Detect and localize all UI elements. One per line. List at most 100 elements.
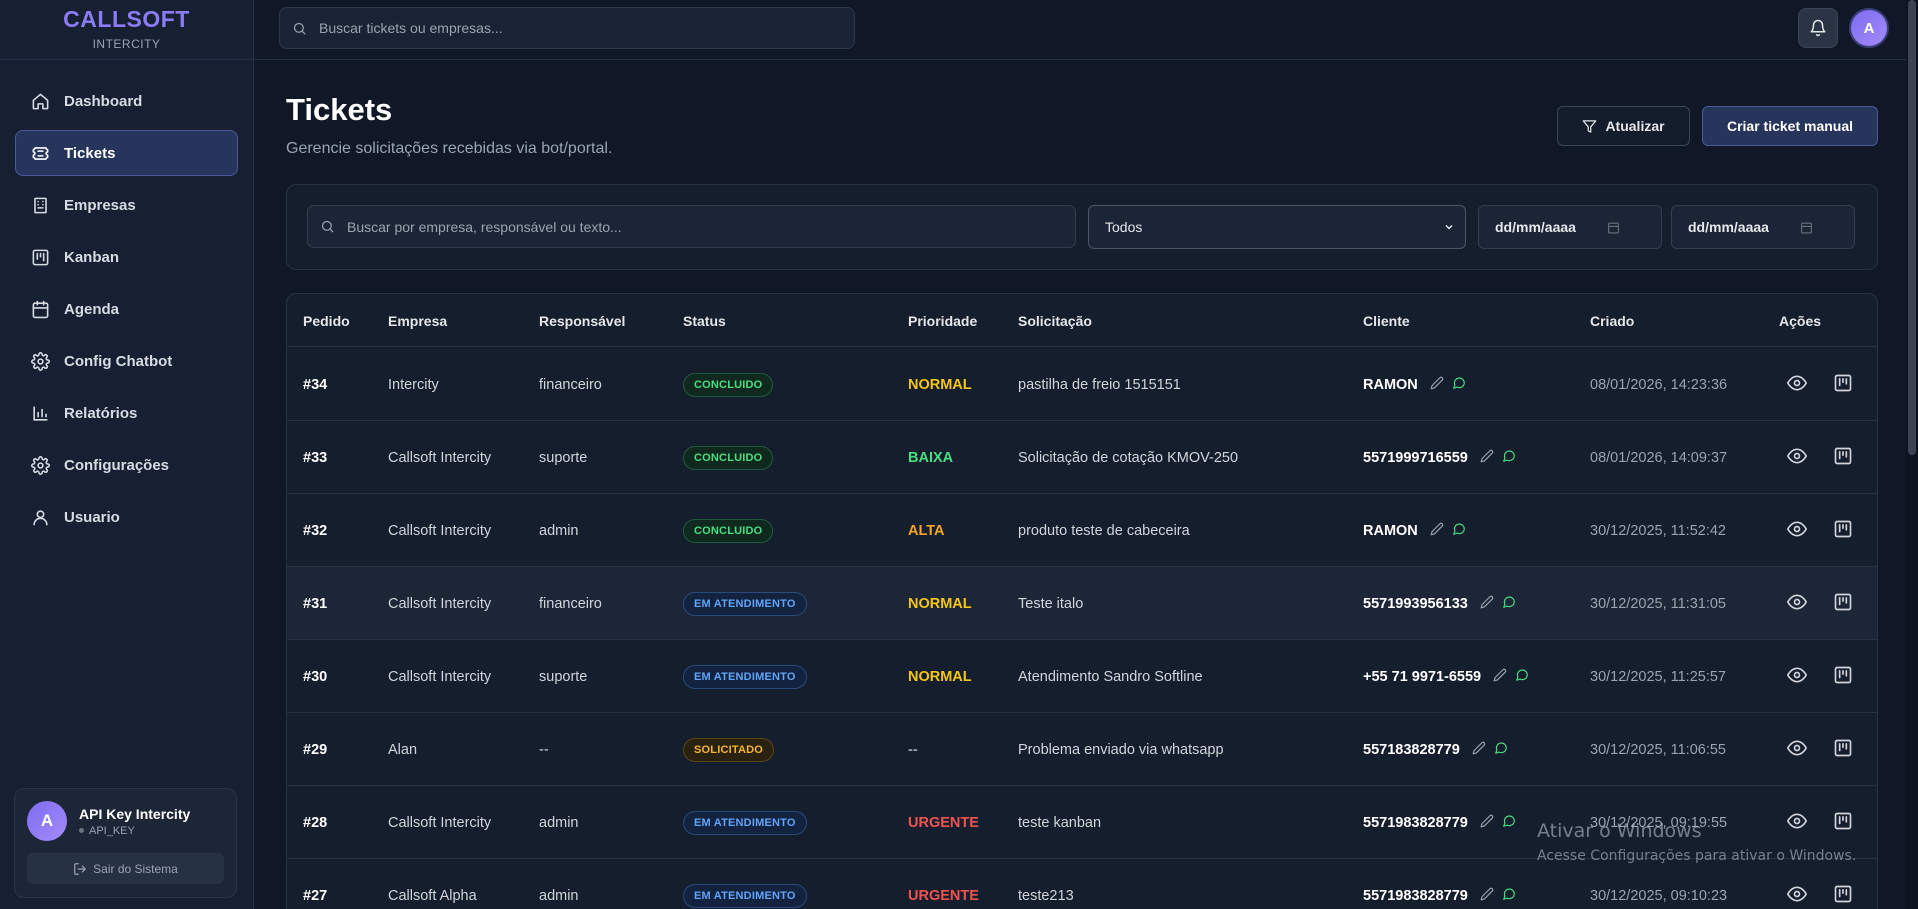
view-eye-icon[interactable] (1787, 884, 1807, 908)
edit-pencil-icon[interactable] (1468, 887, 1494, 905)
whatsapp-chat-icon[interactable] (1494, 449, 1516, 467)
company-cell: Callsoft Intercity (388, 449, 492, 466)
table-row[interactable]: #33 Callsoft Intercity suporte CONCLUIDO BAI… (287, 421, 1877, 494)
create-ticket-button[interactable]: Criar ticket manual (1702, 106, 1878, 146)
table-row[interactable]: #32 Callsoft Intercity admin CONCLUIDO ALTA p… (287, 494, 1877, 567)
sidebar-item-kanban[interactable]: Kanban (15, 234, 238, 280)
sidebar-item-tickets[interactable]: Tickets (15, 130, 238, 176)
search-icon (321, 220, 334, 233)
edit-pencil-icon[interactable] (1418, 522, 1444, 540)
refresh-button[interactable]: Atualizar (1557, 106, 1690, 146)
edit-pencil-icon[interactable] (1468, 595, 1494, 613)
kanban-board-icon[interactable] (1833, 592, 1853, 616)
ticket-id-wrap: #30 (303, 640, 327, 713)
ticket-id: #27 (303, 887, 328, 904)
actions-cell (1787, 494, 1853, 567)
table-row[interactable]: #30 Callsoft Intercity suporte EM ATENDIMEN… (287, 640, 1877, 713)
sidebar-item-label: Usuario (64, 508, 120, 526)
user-avatar[interactable]: A (1851, 10, 1887, 46)
whatsapp-chat-icon[interactable] (1494, 595, 1516, 613)
kanban-board-icon[interactable] (1833, 519, 1853, 543)
priority-label: NORMAL (908, 595, 972, 612)
view-eye-icon[interactable] (1787, 738, 1807, 762)
company-cell: Callsoft Intercity (388, 668, 492, 685)
date-from-input[interactable]: dd/mm/aaaa (1478, 205, 1662, 249)
calendar-icon[interactable] (1800, 221, 1813, 234)
priority-label: NORMAL (908, 376, 972, 393)
table-row[interactable]: #31 Callsoft Intercity financeiro EM ATENDI… (287, 567, 1877, 640)
calendar-icon[interactable] (1607, 221, 1620, 234)
status-cell: CONCLUIDO (683, 494, 774, 567)
view-eye-icon[interactable] (1787, 446, 1807, 470)
company-cell-wrap: Intercity (388, 348, 439, 421)
edit-pencil-icon[interactable] (1460, 741, 1486, 759)
whatsapp-chat-icon[interactable] (1444, 376, 1466, 394)
avatar[interactable]: A (27, 801, 67, 841)
sidebar-item-relat-rios[interactable]: Relatórios (15, 390, 238, 436)
sidebar-item-empresas[interactable]: Empresas (15, 182, 238, 228)
global-search-input[interactable] (319, 20, 839, 36)
kanban-board-icon[interactable] (1833, 665, 1853, 689)
priority-cell: NORMAL (908, 640, 972, 713)
user-role: API_KEY (89, 824, 135, 837)
gear-icon (30, 351, 50, 371)
column-header: Empresa (388, 313, 448, 329)
company-cell-wrap: Callsoft Intercity (388, 786, 491, 859)
kanban-board-icon[interactable] (1833, 884, 1853, 908)
view-eye-icon[interactable] (1787, 665, 1807, 689)
view-eye-icon[interactable] (1787, 373, 1807, 397)
ticket-id-wrap: #32 (303, 494, 327, 567)
view-eye-icon[interactable] (1787, 519, 1807, 543)
date-to-input[interactable]: dd/mm/aaaa (1671, 205, 1855, 249)
status-cell: EM ATENDIMENTO (683, 567, 807, 640)
whatsapp-chat-icon[interactable] (1486, 741, 1508, 759)
logout-icon (74, 862, 86, 875)
notifications-button[interactable] (1798, 8, 1838, 48)
edit-pencil-icon[interactable] (1418, 376, 1444, 394)
kanban-board-icon[interactable] (1833, 811, 1853, 835)
created-cell: 30/12/2025, 11:06:55 (1590, 713, 1726, 786)
table-row[interactable]: #27 Callsoft Alpha admin EM ATENDIMENTO URGE… (287, 859, 1877, 909)
view-eye-icon[interactable] (1787, 592, 1807, 616)
global-search[interactable] (279, 7, 855, 49)
created-date: 30/12/2025, 11:52:42 (1590, 522, 1726, 539)
ticket-search[interactable] (307, 205, 1076, 248)
whatsapp-chat-icon[interactable] (1444, 522, 1466, 540)
table-row[interactable]: #34 Intercity financeiro CONCLUIDO NORMAL pas… (287, 348, 1877, 421)
kanban-board-icon[interactable] (1833, 738, 1853, 762)
status-cell: CONCLUIDO (683, 421, 774, 494)
sidebar-item-configura-es[interactable]: Configurações (15, 442, 238, 488)
whatsapp-chat-icon[interactable] (1507, 668, 1529, 686)
table-row[interactable]: #28 Callsoft Intercity admin EM ATENDIMENTO… (287, 786, 1877, 859)
sidebar-item-label: Tickets (64, 144, 116, 162)
whatsapp-chat-icon[interactable] (1494, 887, 1516, 905)
sidebar-item-usuario[interactable]: Usuario (15, 494, 238, 540)
kanban-board-icon[interactable] (1833, 446, 1853, 470)
actions-cell (1787, 421, 1853, 494)
edit-pencil-icon[interactable] (1481, 668, 1507, 686)
kanban-board-icon[interactable] (1833, 373, 1853, 397)
status-filter-select[interactable]: Todos (1088, 205, 1466, 249)
view-eye-icon[interactable] (1787, 811, 1807, 835)
page-subtitle: Gerencie solicitações recebidas via bot/… (286, 140, 613, 157)
column-header: Ações (1779, 313, 1822, 329)
request-cell: Solicitação de cotação KMOV-250 (1018, 421, 1238, 494)
logout-button[interactable]: Sair do Sistema (27, 853, 224, 884)
priority-cell: URGENTE (908, 859, 979, 909)
scrollbar-thumb[interactable] (1908, 0, 1916, 455)
edit-pencil-icon[interactable] (1468, 449, 1494, 467)
edit-pencil-icon[interactable] (1468, 814, 1494, 832)
whatsapp-chat-icon[interactable] (1494, 814, 1516, 832)
ticket-search-input[interactable] (347, 218, 1047, 235)
logout-label: Sair do Sistema (93, 861, 178, 876)
priority-cell: BAIXA (908, 421, 953, 494)
assignee-cell-wrap: financeiro (539, 348, 602, 421)
sidebar-item-agenda[interactable]: Agenda (15, 286, 238, 332)
sidebar-item-dashboard[interactable]: Dashboard (15, 78, 238, 124)
company-cell-wrap: Alan (388, 713, 417, 786)
assignee-cell: suporte (539, 668, 588, 685)
assignee-cell: suporte (539, 449, 588, 466)
table-row[interactable]: #29 Alan -- SOLICITADO -- Problema enviado vi… (287, 713, 1877, 786)
priority-cell: URGENTE (908, 786, 979, 859)
sidebar-item-config-chatbot[interactable]: Config Chatbot (15, 338, 238, 384)
